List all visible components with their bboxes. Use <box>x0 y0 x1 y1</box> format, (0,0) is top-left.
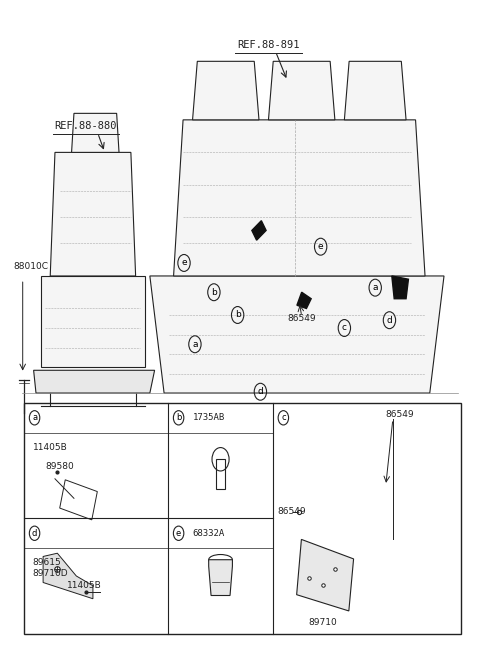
Text: 89580: 89580 <box>46 462 74 471</box>
Text: d: d <box>386 316 392 325</box>
Text: a: a <box>32 413 37 422</box>
Polygon shape <box>150 276 444 393</box>
Text: 11405B: 11405B <box>33 443 67 451</box>
Polygon shape <box>297 292 311 308</box>
Bar <box>24 403 461 634</box>
Text: 86549: 86549 <box>277 507 306 516</box>
Polygon shape <box>297 539 354 611</box>
Text: REF.88-880: REF.88-880 <box>55 121 117 131</box>
Text: e: e <box>181 258 187 268</box>
Text: 86549: 86549 <box>288 314 316 323</box>
Text: 89615: 89615 <box>33 558 61 567</box>
Polygon shape <box>34 370 155 393</box>
Polygon shape <box>72 113 119 152</box>
Text: 11405B: 11405B <box>67 581 102 590</box>
Text: c: c <box>342 323 347 333</box>
Text: 89710: 89710 <box>309 618 337 627</box>
Bar <box>60 480 97 520</box>
Text: a: a <box>192 340 198 349</box>
Text: 68332A: 68332A <box>192 529 225 538</box>
Text: c: c <box>281 413 286 422</box>
Polygon shape <box>43 553 93 599</box>
Polygon shape <box>252 220 266 240</box>
Polygon shape <box>192 61 259 120</box>
Text: e: e <box>176 529 181 538</box>
Polygon shape <box>50 152 136 276</box>
Bar <box>216 459 225 489</box>
Polygon shape <box>174 120 425 276</box>
Polygon shape <box>268 61 335 120</box>
Text: e: e <box>318 242 324 251</box>
Text: REF.88-891: REF.88-891 <box>237 40 300 50</box>
Text: a: a <box>372 283 378 292</box>
Text: 88010C: 88010C <box>13 262 48 271</box>
Text: b: b <box>176 413 181 422</box>
Polygon shape <box>41 276 145 367</box>
Text: 86549: 86549 <box>386 410 414 419</box>
Text: b: b <box>211 288 217 297</box>
Text: 1735AB: 1735AB <box>192 413 225 422</box>
Polygon shape <box>209 560 232 596</box>
Text: d: d <box>32 529 37 538</box>
Text: b: b <box>235 310 240 319</box>
Text: 89710D: 89710D <box>33 569 68 578</box>
Polygon shape <box>392 276 408 298</box>
Text: d: d <box>258 387 263 396</box>
Polygon shape <box>344 61 406 120</box>
